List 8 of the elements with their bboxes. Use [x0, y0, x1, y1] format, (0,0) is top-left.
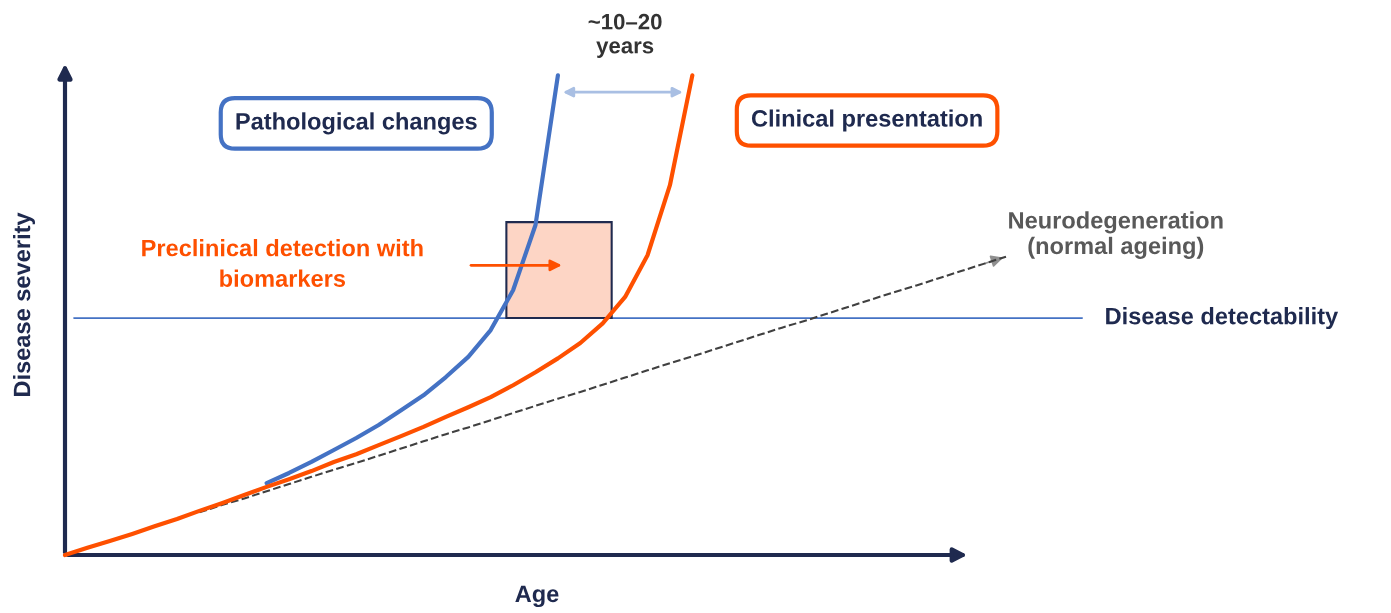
- text: Clinical presentation: [751, 109, 982, 132]
- x-axis-title: Age: [515, 585, 559, 608]
- text: Pathological changes: [236, 112, 477, 135]
- ref-line-label: Disease detectability: [1106, 307, 1339, 330]
- y-axis-title: Disease severity: [13, 212, 35, 396]
- text: ~10–20 years: [588, 13, 662, 58]
- annotation: Preclinical detection with biomarkers: [142, 239, 423, 287]
- series-label: Neurodegeneration (normal ageing): [1009, 211, 1223, 259]
